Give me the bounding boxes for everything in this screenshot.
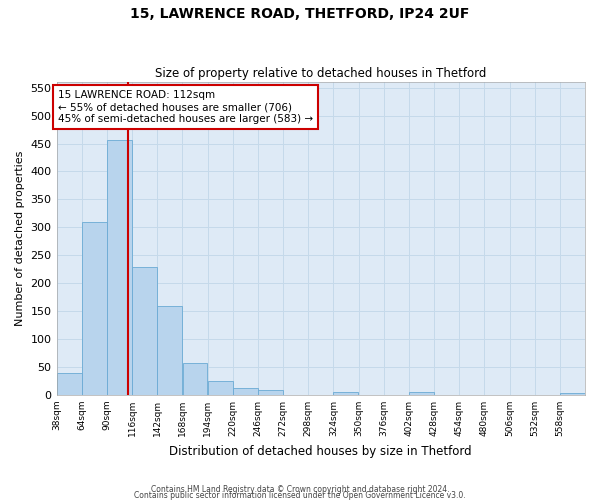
Bar xyxy=(560,394,585,395)
Bar xyxy=(107,140,132,395)
Bar xyxy=(334,392,358,395)
Bar xyxy=(182,363,208,395)
Y-axis label: Number of detached properties: Number of detached properties xyxy=(15,151,25,326)
Bar xyxy=(132,267,157,395)
Bar xyxy=(233,388,258,395)
Text: 15 LAWRENCE ROAD: 112sqm
← 55% of detached houses are smaller (706)
45% of semi-: 15 LAWRENCE ROAD: 112sqm ← 55% of detach… xyxy=(58,90,313,124)
Bar xyxy=(157,306,182,395)
Text: Contains HM Land Registry data © Crown copyright and database right 2024.: Contains HM Land Registry data © Crown c… xyxy=(151,484,449,494)
Bar xyxy=(409,392,434,395)
Title: Size of property relative to detached houses in Thetford: Size of property relative to detached ho… xyxy=(155,66,487,80)
Bar xyxy=(82,222,107,395)
Bar xyxy=(56,373,82,395)
Text: 15, LAWRENCE ROAD, THETFORD, IP24 2UF: 15, LAWRENCE ROAD, THETFORD, IP24 2UF xyxy=(130,8,470,22)
Text: Contains public sector information licensed under the Open Government Licence v3: Contains public sector information licen… xyxy=(134,490,466,500)
Bar xyxy=(208,381,233,395)
X-axis label: Distribution of detached houses by size in Thetford: Distribution of detached houses by size … xyxy=(169,444,472,458)
Bar xyxy=(258,390,283,395)
